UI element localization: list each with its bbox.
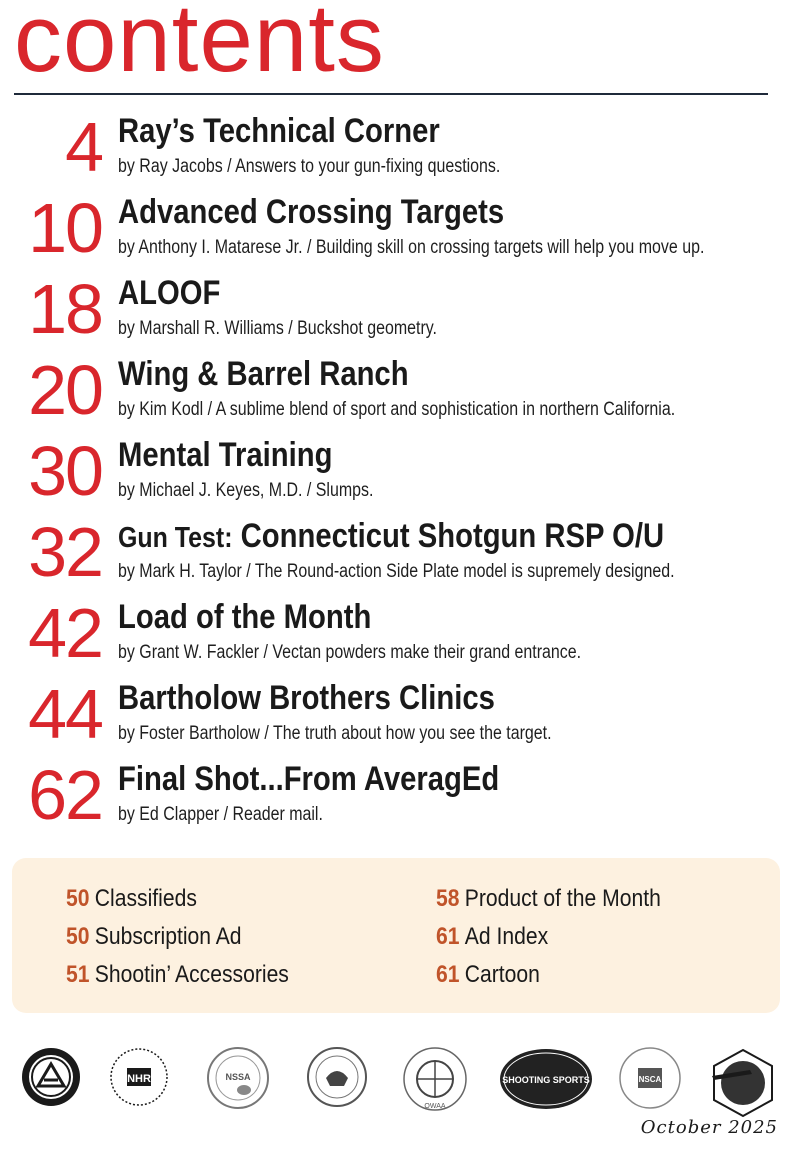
contents-entry[interactable]: 44 Bartholow Brothers Clinics by Foster … <box>0 677 800 758</box>
nssf-seal-text: SHOOTING SPORTS <box>502 1075 590 1085</box>
department-item[interactable]: 51 Shootin’ Accessories <box>66 960 289 998</box>
department-label: Ad Index <box>464 923 549 950</box>
department-page: 58 <box>436 885 460 912</box>
nra-seal-icon <box>307 1047 367 1107</box>
department-label: Classifieds <box>94 885 197 912</box>
department-label: Shootin’ Accessories <box>94 961 289 988</box>
entry-description: by Ray Jacobs / Answers to your gun-fixi… <box>118 156 501 177</box>
entry-title: ALOOF <box>118 274 221 312</box>
page-title: contents <box>14 0 385 92</box>
contents-entry[interactable]: 20 Wing & Barrel Ranch by Kim Kodl / A s… <box>0 353 800 434</box>
affiliation-logos: NHR NSSA OWAA SHOOTING SPORTS NSCA <box>0 1046 800 1126</box>
department-page: 50 <box>66 923 90 950</box>
nssa-seal-icon: NSSA <box>207 1047 269 1109</box>
entry-description: by Anthony I. Matarese Jr. / Building sk… <box>118 237 705 258</box>
nsca-seal-icon: NSCA <box>619 1047 681 1109</box>
entry-description: by Ed Clapper / Reader mail. <box>118 804 323 825</box>
contents-entry[interactable]: 32 Gun Test: Connecticut Shotgun RSP O/U… <box>0 515 800 596</box>
sssf-seal-icon <box>712 1048 773 1118</box>
contents-entry[interactable]: 10 Advanced Crossing Targets by Anthony … <box>0 191 800 272</box>
issue-date: October 2025 <box>640 1117 778 1138</box>
department-item[interactable]: 61 Ad Index <box>436 922 661 960</box>
title-divider <box>14 93 768 95</box>
entry-page-number: 10 <box>28 189 104 267</box>
contents-entry[interactable]: 18 ALOOF by Marshall R. Williams / Bucks… <box>0 272 800 353</box>
department-item[interactable]: 61 Cartoon <box>436 960 661 998</box>
entry-page-number: 62 <box>28 756 104 834</box>
entry-title: Gun Test: Connecticut Shotgun RSP O/U <box>118 519 664 553</box>
nsca-seal-text: NSCA <box>639 1075 662 1084</box>
entry-page-number: 18 <box>28 270 104 348</box>
entry-title: Advanced Crossing Targets <box>118 193 505 231</box>
entry-page-number: 32 <box>28 513 104 591</box>
owaa-seal-text: OWAA <box>424 1103 445 1110</box>
entry-title: Bartholow Brothers Clinics <box>118 679 495 717</box>
nhr-seal-text: NHR <box>127 1073 151 1085</box>
entry-page-number: 42 <box>28 594 104 672</box>
contents-entry[interactable]: 4 Ray’s Technical Corner by Ray Jacobs /… <box>0 110 800 191</box>
contents-entry[interactable]: 62 Final Shot...From AveragEd by Ed Clap… <box>0 758 800 839</box>
department-page: 61 <box>436 961 460 988</box>
entry-title-prefix: Gun Test: <box>118 522 233 554</box>
department-item[interactable]: 50 Classifieds <box>66 884 289 922</box>
ata-seal-icon <box>22 1048 80 1106</box>
nssf-seal-icon: SHOOTING SPORTS <box>500 1049 592 1109</box>
department-label: Subscription Ad <box>94 923 242 950</box>
departments-column-right: 58 Product of the Month 61 Ad Index 61 Cart… <box>436 884 692 998</box>
entry-page-number: 20 <box>28 351 104 429</box>
department-item[interactable]: 58 Product of the Month <box>436 884 661 922</box>
departments-column-left: 50 Classifieds 50 Subscription Ad 51 Shooti… <box>66 884 319 998</box>
entry-page-number: 44 <box>28 675 104 753</box>
entry-page-number: 4 <box>65 108 104 186</box>
entry-description: by Mark H. Taylor / The Round-action Sid… <box>118 561 675 582</box>
entry-title-main: Connecticut Shotgun RSP O/U <box>240 517 665 555</box>
entry-description: by Michael J. Keyes, M.D. / Slumps. <box>118 480 374 501</box>
department-item[interactable]: 50 Subscription Ad <box>66 922 289 960</box>
contents-list: 4 Ray’s Technical Corner by Ray Jacobs /… <box>0 110 800 839</box>
entry-title: Load of the Month <box>118 598 372 636</box>
entry-title: Wing & Barrel Ranch <box>118 355 409 393</box>
department-page: 50 <box>66 885 90 912</box>
owaa-seal-icon: OWAA <box>403 1047 467 1111</box>
contents-entry[interactable]: 42 Load of the Month by Grant W. Fackler… <box>0 596 800 677</box>
entry-title: Mental Training <box>118 436 333 474</box>
department-label: Cartoon <box>464 961 540 988</box>
entry-title: Ray’s Technical Corner <box>118 112 440 150</box>
department-page: 61 <box>436 923 460 950</box>
nhr-seal-icon: NHR <box>110 1048 168 1106</box>
entry-description: by Marshall R. Williams / Buckshot geome… <box>118 318 437 339</box>
nssa-seal-text: NSSA <box>225 1072 251 1082</box>
departments-box: 50 Classifieds 50 Subscription Ad 51 Shooti… <box>12 858 780 1013</box>
contents-entry[interactable]: 30 Mental Training by Michael J. Keyes, … <box>0 434 800 515</box>
entry-description: by Grant W. Fackler / Vectan powders mak… <box>118 642 582 663</box>
entry-page-number: 30 <box>28 432 104 510</box>
department-label: Product of the Month <box>464 885 661 912</box>
entry-description: by Foster Bartholow / The truth about ho… <box>118 723 552 744</box>
department-page: 51 <box>66 961 90 988</box>
entry-title: Final Shot...From AveragEd <box>118 760 500 798</box>
entry-description: by Kim Kodl / A sublime blend of sport a… <box>118 399 676 420</box>
